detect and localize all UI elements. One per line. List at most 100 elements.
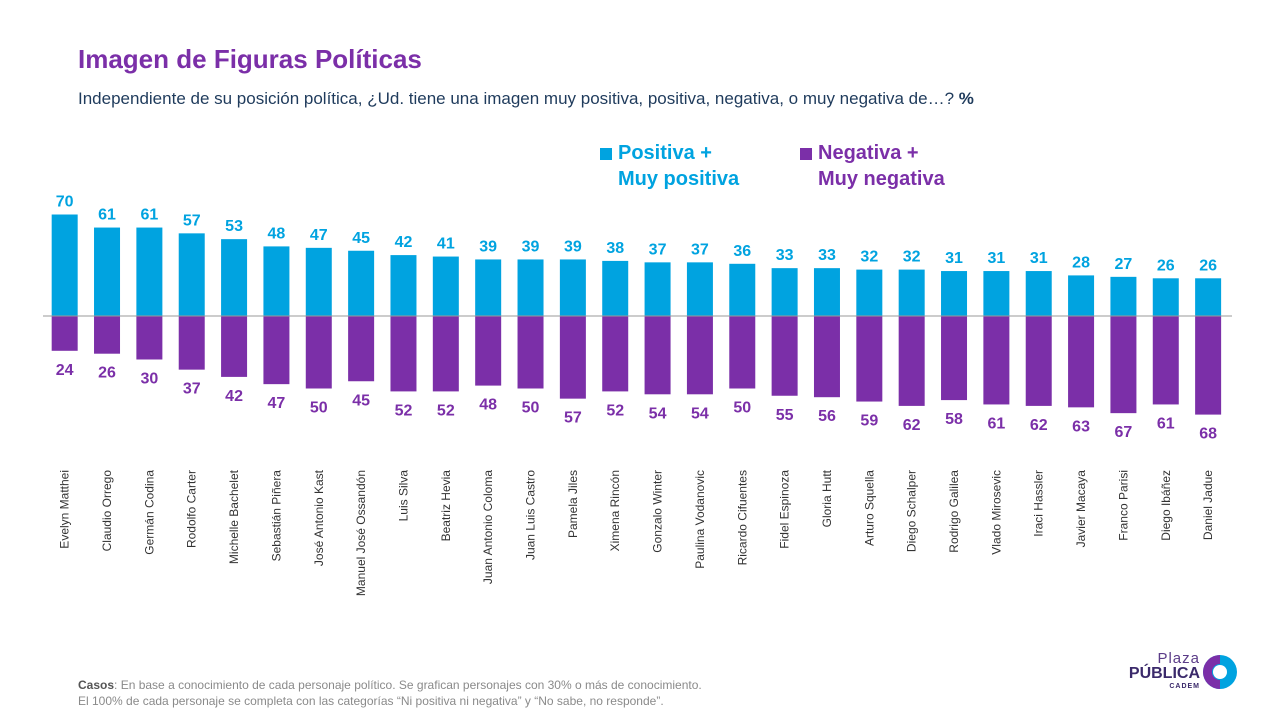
category-label: Iraci Hassler <box>1032 470 1046 537</box>
bar-negative <box>1110 316 1137 414</box>
legend-positive-swatch <box>600 148 612 160</box>
category-label: Diego Ibáñez <box>1159 470 1173 541</box>
data-label-positive: 37 <box>691 241 709 258</box>
bar-negative <box>1068 316 1095 408</box>
data-label-negative: 52 <box>606 402 624 419</box>
bar-positive <box>51 214 78 316</box>
data-label-positive: 32 <box>860 249 878 266</box>
data-label-negative: 37 <box>183 381 201 398</box>
data-label-positive: 39 <box>522 238 540 255</box>
data-label-positive: 31 <box>1030 250 1048 267</box>
category-label: Juan Luis Castro <box>524 470 538 560</box>
bar-positive <box>178 233 205 316</box>
bar-negative <box>432 316 459 392</box>
bar-positive <box>390 255 417 316</box>
bar-negative <box>602 316 629 392</box>
bar-positive <box>559 259 586 316</box>
category-label: Ricardo Cifuentes <box>735 470 749 565</box>
bar-positive <box>475 259 502 316</box>
data-label-negative: 59 <box>860 413 878 430</box>
bar-negative <box>348 316 375 382</box>
category-label: Luis Silva <box>396 470 410 522</box>
category-label: Claudio Orrego <box>100 470 114 552</box>
bar-positive <box>221 239 248 316</box>
category-label: Gloria Hutt <box>820 469 834 527</box>
data-label-negative: 50 <box>733 400 751 417</box>
logo-mark-icon <box>1203 655 1237 689</box>
category-label: Pamela Jiles <box>566 470 580 538</box>
bar-positive <box>1110 276 1137 316</box>
data-label-negative: 57 <box>564 410 582 427</box>
data-label-positive: 42 <box>395 234 413 251</box>
bar-negative <box>1152 316 1179 405</box>
data-label-negative: 55 <box>776 407 794 424</box>
data-label-positive: 31 <box>987 250 1005 267</box>
data-label-negative: 45 <box>352 392 370 409</box>
plaza-publica-cadem-logo: Plaza PÚBLICA CADEM <box>1122 648 1252 694</box>
category-label: Manuel José Ossandón <box>354 470 368 596</box>
legend-negative: Negativa + Muy negativa <box>800 140 945 192</box>
bar-positive <box>348 250 375 316</box>
category-label: José Antonio Kast <box>312 469 326 566</box>
category-label: Rodrigo Galilea <box>947 470 961 553</box>
bar-positive <box>432 256 459 316</box>
data-label-positive: 31 <box>945 250 963 267</box>
bar-negative <box>390 316 417 392</box>
bar-positive <box>136 227 163 316</box>
data-label-negative: 61 <box>1157 415 1175 432</box>
bar-positive <box>305 247 332 316</box>
category-label: Franco Parisi <box>1116 470 1130 541</box>
logo-line2: PÚBLICA <box>1128 665 1200 682</box>
data-label-positive: 32 <box>903 249 921 266</box>
category-label: Beatriz Hevia <box>439 470 453 542</box>
bar-positive <box>983 271 1010 316</box>
category-label: Fidel Espinoza <box>778 470 792 549</box>
bar-negative <box>559 316 586 399</box>
footer-line1-text: : En base a conocimiento de cada persona… <box>114 678 702 692</box>
legend-negative-swatch <box>800 148 812 160</box>
data-label-positive: 26 <box>1199 257 1217 274</box>
data-label-positive: 41 <box>437 236 455 253</box>
data-label-negative: 47 <box>268 395 286 412</box>
category-label: Michelle Bachelet <box>227 469 241 564</box>
category-label: Gonzalo Winter <box>651 470 665 553</box>
data-label-positive: 33 <box>776 247 794 264</box>
bar-positive <box>729 263 756 316</box>
bar-negative <box>1195 316 1222 415</box>
data-label-positive: 37 <box>649 241 667 258</box>
legend-negative-line2: Muy negativa <box>818 168 945 190</box>
bar-negative <box>305 316 332 389</box>
bar-positive <box>1195 278 1222 316</box>
data-label-positive: 70 <box>56 194 74 211</box>
data-label-negative: 30 <box>140 371 158 388</box>
category-label: Evelyn Matthei <box>58 470 72 549</box>
bar-negative <box>644 316 671 395</box>
data-label-positive: 48 <box>268 225 286 242</box>
bar-negative <box>221 316 248 377</box>
data-label-positive: 36 <box>733 243 751 260</box>
data-label-positive: 47 <box>310 227 328 244</box>
bar-negative <box>856 316 883 402</box>
data-label-positive: 26 <box>1157 257 1175 274</box>
category-label: Daniel Jadue <box>1201 470 1215 540</box>
chart-subtitle: Independiente de su posición política, ¿… <box>78 89 974 109</box>
bar-negative <box>178 316 205 370</box>
bar-positive <box>517 259 544 316</box>
bar-negative <box>136 316 163 360</box>
bar-positive <box>644 262 671 316</box>
bar-negative <box>263 316 290 385</box>
footer-note: Casos: En base a conocimiento de cada pe… <box>78 677 702 709</box>
category-label: Arturo Squella <box>862 470 876 546</box>
data-label-negative: 63 <box>1072 418 1090 435</box>
category-label: Juan Antonio Coloma <box>481 470 495 584</box>
bar-negative <box>898 316 925 406</box>
category-label: Ximena Rincón <box>608 470 622 551</box>
bar-negative <box>51 316 78 351</box>
bar-negative <box>475 316 502 386</box>
legend-positive-line2: Muy positiva <box>618 168 740 190</box>
bar-positive <box>813 268 840 316</box>
bar-negative <box>813 316 840 398</box>
footer-line1: Casos: En base a conocimiento de cada pe… <box>78 677 702 693</box>
data-label-negative: 26 <box>98 365 116 382</box>
bar-positive <box>1068 275 1095 316</box>
